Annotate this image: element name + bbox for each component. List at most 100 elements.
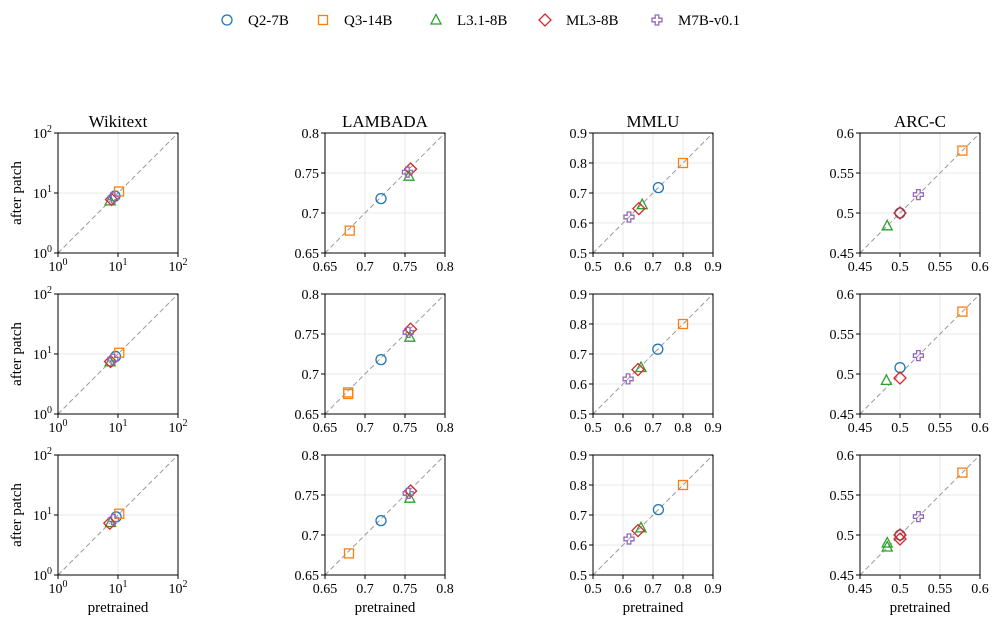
data-point-m7b-v0-1 [402, 326, 414, 339]
data-point-m7b-v0-1 [402, 487, 414, 500]
y-tick-label: 0.9 [570, 127, 588, 142]
y-tick-label: 0.5 [837, 368, 855, 383]
data-point-q3-14b [957, 145, 968, 156]
panel-mmlu-row-1: MMLU 0.50.5 0.6 0.6 0.7 0.7 0.8 0.8 0.9 0.9 [570, 112, 722, 275]
data-point-q2-7b [894, 207, 906, 219]
panel-mmlu-row-2: 0.50.5 0.6 0.6 0.7 0.7 0.8 0.8 0.9 0.9 [570, 288, 722, 436]
x-tick-label: 102 [169, 418, 188, 436]
data-point-q3-14b [957, 306, 968, 317]
legend-label: Q2-7B [248, 13, 289, 29]
x-tick-label: 0.5 [584, 582, 602, 597]
legend-item-ml3-8b: ML3-8B [538, 13, 619, 29]
y-tick-label: 0.75 [295, 489, 320, 504]
data-point-q3-14b [677, 318, 689, 330]
x-tick-label: 101 [109, 579, 128, 597]
legend-item-l3-1-8b: L3.1-8B [429, 13, 507, 29]
x-tick-label: 0.9 [704, 421, 722, 436]
y-tick-label: 0.55 [830, 328, 855, 343]
panel-lambada-row-2: 0.650.65 0.7 0.7 0.75 0.75 0.8 0.8 [295, 288, 454, 436]
x-tick-label: 100 [49, 579, 68, 597]
x-tick-label: 0.75 [393, 582, 418, 597]
diagonal-reference-line [592, 132, 714, 254]
legend-square-marker-icon [317, 14, 329, 26]
data-point-q3-14b [114, 347, 125, 358]
data-point-m7b-v0-1 [107, 192, 119, 204]
x-axis-label: pretrained [623, 600, 684, 616]
data-point-ml3-8b [631, 201, 646, 216]
data-point-m7b-v0-1 [107, 353, 119, 365]
x-tick-label: 0.45 [848, 421, 873, 436]
axes-frame [324, 132, 446, 254]
y-tick-label: 0.7 [570, 509, 588, 524]
x-tick-label: 0.5 [584, 260, 602, 275]
legend-circle-marker-icon [221, 14, 233, 26]
x-tick-label: 0.5 [891, 421, 909, 436]
x-tick-label: 0.6 [614, 421, 632, 436]
x-tick-label: 0.55 [928, 582, 953, 597]
y-tick-label: 0.6 [837, 127, 855, 142]
axes-frame [859, 454, 981, 576]
x-axis-label: pretrained [355, 600, 416, 616]
data-point-ml3-8b [631, 362, 645, 377]
diagonal-reference-line [57, 293, 179, 415]
x-tick-label: 0.65 [313, 260, 338, 275]
diagonal-reference-line [592, 454, 714, 576]
x-tick-label: 102 [169, 257, 188, 275]
y-tick-label: 0.45 [830, 247, 855, 262]
data-point-ml3-8b [631, 523, 645, 538]
y-tick-label: 0.6 [570, 378, 588, 393]
y-axis-label: after patch [9, 161, 25, 225]
legend-item-q2-7b: Q2-7B [221, 13, 289, 29]
y-tick-label: 0.65 [295, 247, 320, 262]
y-tick-label: 0.5 [570, 247, 588, 262]
y-tick-label: 0.5 [837, 207, 855, 222]
data-point-q2-7b [894, 529, 906, 541]
data-point-l3-1-8b [880, 373, 893, 386]
y-tick-label: 0.5 [570, 569, 588, 584]
data-point-m7b-v0-1 [623, 533, 635, 545]
x-axis-label: pretrained [88, 600, 149, 616]
legend-diamond-marker-icon [538, 13, 552, 27]
data-point-l3-1-8b [881, 540, 894, 552]
x-tick-label: 0.8 [436, 421, 454, 436]
y-tick-label: 0.9 [570, 449, 588, 464]
data-point-m7b-v0-1 [912, 188, 925, 201]
diagonal-reference-line [324, 132, 446, 254]
legend-plus-marker-icon [651, 14, 663, 26]
x-tick-label: 0.75 [393, 421, 418, 436]
x-tick-label: 0.5 [891, 582, 909, 597]
y-tick-label: 0.55 [830, 489, 855, 504]
data-point-m7b-v0-1 [622, 373, 634, 385]
data-point-m7b-v0-1 [623, 211, 635, 223]
axes-frame [324, 293, 446, 415]
y-tick-label: 0.5 [570, 408, 588, 423]
y-tick-label: 100 [33, 244, 52, 262]
y-tick-label: 100 [33, 405, 52, 423]
y-tick-label: 102 [33, 446, 52, 464]
y-axis-label: after patch [9, 483, 25, 547]
x-tick-label: 0.7 [356, 421, 374, 436]
y-tick-label: 0.8 [570, 479, 588, 494]
data-point-l3-1-8b [634, 521, 648, 533]
legend-label: Q3-14B [344, 13, 392, 29]
data-point-q2-7b [652, 343, 664, 355]
y-tick-label: 0.6 [570, 217, 588, 232]
data-point-q3-14b [114, 508, 125, 519]
data-point-q3-14b [343, 548, 355, 559]
y-tick-label: 0.7 [570, 348, 588, 363]
x-tick-label: 0.45 [848, 260, 873, 275]
y-tick-label: 0.65 [295, 569, 320, 584]
x-tick-label: 0.55 [928, 260, 953, 275]
panel-mmlu-row-3: 0.50.5 0.6 0.6 0.7 0.7 0.8 0.8 0.9 0.9 pretrained [570, 449, 722, 616]
data-point-m7b-v0-1 [912, 349, 925, 362]
panel-lambada-row-3: 0.650.65 0.7 0.7 0.75 0.75 0.8 0.8 pretrained [295, 449, 454, 616]
data-point-m7b-v0-1 [107, 513, 120, 526]
y-tick-label: 101 [33, 345, 52, 363]
data-point-q3-14b [957, 467, 968, 478]
legend-label: M7B-v0.1 [678, 13, 740, 29]
x-tick-label: 0.7 [644, 260, 662, 275]
y-tick-label: 0.8 [302, 288, 320, 303]
y-tick-label: 101 [33, 184, 52, 202]
